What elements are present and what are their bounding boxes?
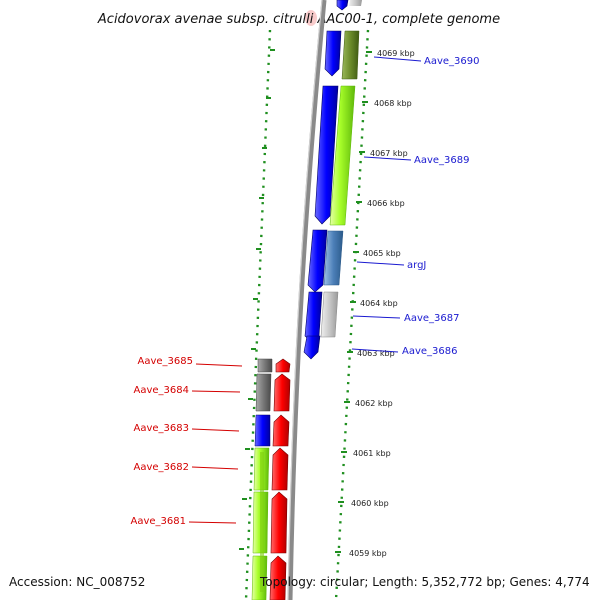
kbp-label: 4066 kbp [367,199,405,208]
label-leader-line [191,390,241,393]
inner-tick-marks [239,49,275,550]
reverse-strand-genes [303,0,349,360]
cds-bar-lime [329,85,356,226]
kbp-label: 4065 kbp [363,249,401,258]
gene-label-aave-3685[interactable]: Aave_3685 [138,356,194,367]
outer-dotted-ring [334,29,370,600]
forward-gene[interactable] [270,491,288,554]
reverse-gene[interactable] [303,335,321,360]
cds-bar-blue [254,414,271,447]
cds-bar-lightgray [349,0,362,6]
kbp-label: 4061 kbp [353,449,391,458]
forward-gene[interactable] [275,358,291,373]
cds-bar-olive [341,30,360,80]
cds-bar-overlay [260,452,264,592]
cds-bar-steel [323,230,344,286]
gene-label-aave-3684[interactable]: Aave_3684 [134,385,190,396]
reverse-gene[interactable] [324,30,342,77]
forward-cds-bars [251,358,273,600]
accession-text: Accession: NC_008752 [9,575,145,589]
label-leader-line [373,56,422,62]
topology-text: Topology: circular; Length: 5,352,772 bp… [259,575,590,589]
label-leader-line [191,428,240,432]
kbp-label: 4068 kbp [374,99,412,108]
label-leader-line [352,315,401,319]
forward-gene[interactable] [271,447,289,491]
reverse-gene[interactable] [307,229,328,293]
kbp-label: 4060 kbp [351,499,389,508]
cds-bar-gray [255,373,272,412]
gene-label-aave-3690[interactable]: Aave_3690 [424,56,480,67]
forward-gene[interactable] [273,373,291,412]
label-leader-line [363,156,412,161]
kbp-label: 4059 kbp [349,549,387,558]
reverse-gene[interactable] [304,291,323,343]
forward-strand-genes [269,358,291,600]
kbp-label: 4064 kbp [360,299,398,308]
gene-label-argj[interactable]: argJ [407,260,426,271]
forward-gene-labels: Aave_3685 Aave_3684 Aave_3683 Aave_3682 … [131,356,243,527]
kbp-label: 4062 kbp [355,399,393,408]
label-leader-line [356,261,405,266]
reverse-cds-bars [320,0,362,338]
gene-label-aave-3689[interactable]: Aave_3689 [414,155,470,166]
genome-backbone [287,0,327,600]
label-leader-line [195,363,243,367]
reverse-gene[interactable] [314,85,339,225]
gene-label-aave-3683[interactable]: Aave_3683 [134,423,190,434]
genome-backbone-highlight [287,0,323,600]
label-leader-line [351,348,399,353]
gene-label-aave-3681[interactable]: Aave_3681 [131,516,187,527]
forward-gene[interactable] [269,555,287,600]
forward-gene[interactable] [272,414,290,447]
reverse-gene[interactable] [336,0,349,11]
kbp-label: 4069 kbp [377,49,415,58]
gene-label-aave-3686[interactable]: Aave_3686 [402,346,458,357]
label-leader-line [188,521,237,524]
kbp-label: 4067 kbp [370,149,408,158]
cds-bar-lightgray [320,291,339,338]
reverse-gene-labels: Aave_3690 Aave_3689 argJ Aave_3687 Aave_… [351,56,480,357]
title-highlight [305,10,317,26]
label-leader-line [191,466,239,470]
gene-label-aave-3682[interactable]: Aave_3682 [134,462,190,473]
gene-label-aave-3687[interactable]: Aave_3687 [404,313,460,324]
kbp-label: 4063 kbp [357,349,395,358]
cds-bar-gray [257,358,273,373]
outer-tick-marks [335,51,372,553]
map-title: Acidovorax avenae subsp. citrulli AAC00-… [97,12,500,27]
